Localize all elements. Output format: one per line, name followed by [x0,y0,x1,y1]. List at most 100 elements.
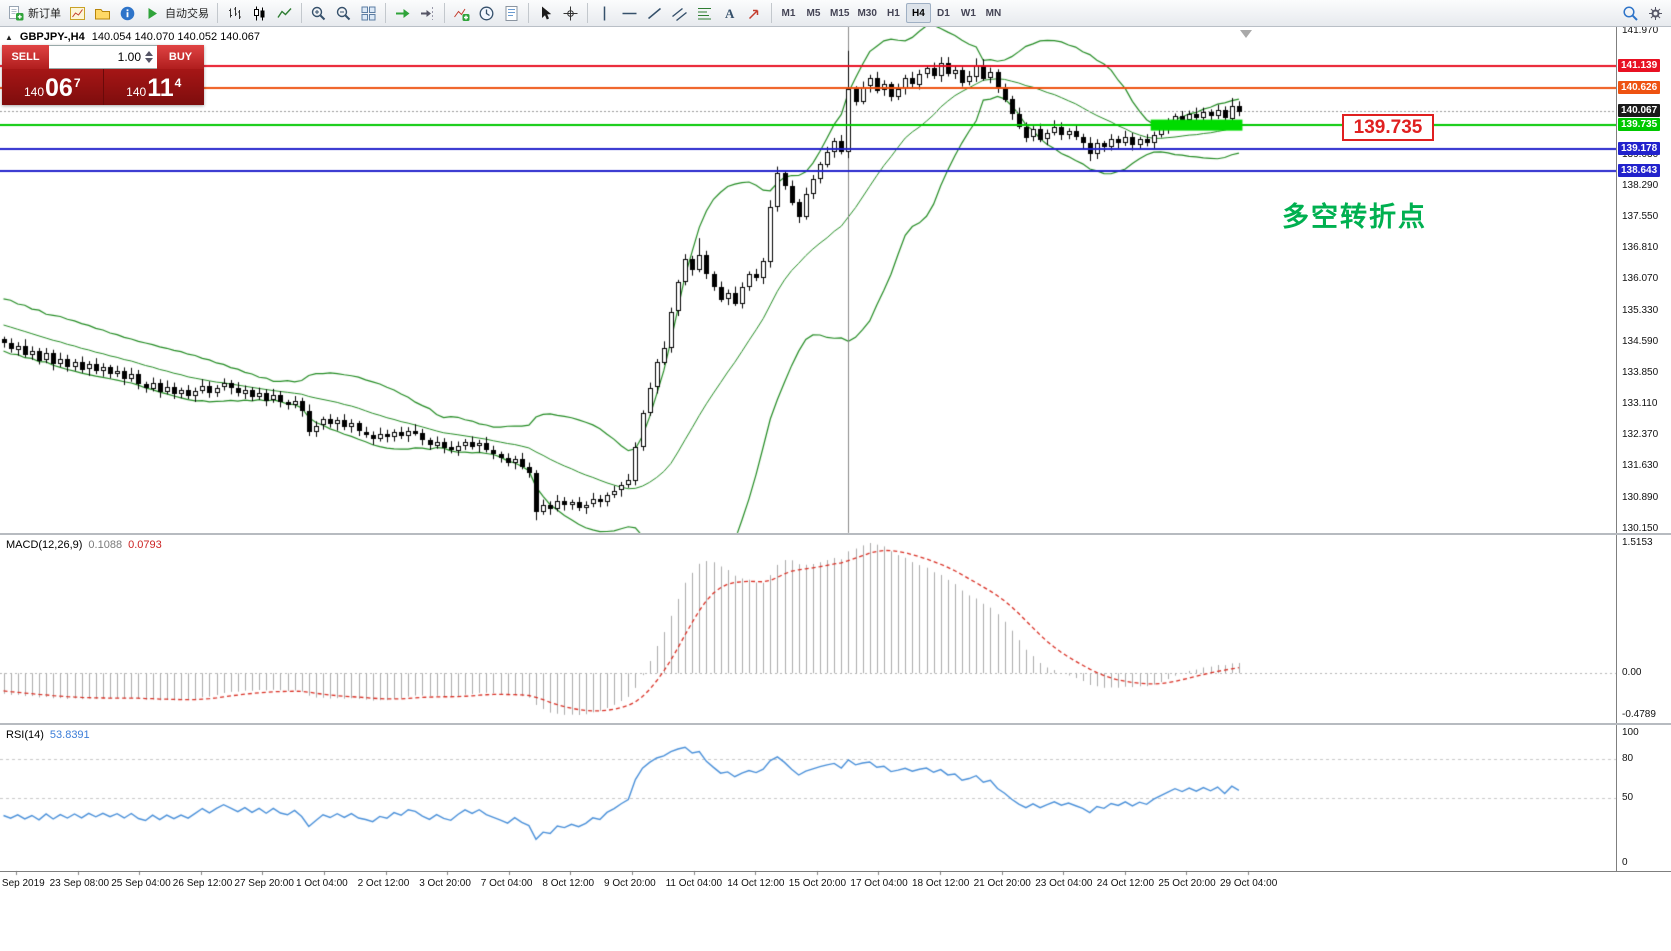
cursor-button[interactable] [533,2,558,24]
rsi-value: 53.8391 [49,729,90,741]
time-tick-label: 15 Oct 20:00 [788,878,847,889]
buy-price-big-figure: 140 [126,85,147,99]
price-tick-label: 136.810 [1622,242,1659,254]
new-chart-button[interactable] [65,2,90,24]
timeframe-button-h4[interactable]: H4 [905,3,931,23]
panel-separator[interactable] [0,533,1671,535]
price-tick-label: 133.850 [1622,366,1659,378]
price-tick-label: 130.150 [1622,522,1659,534]
hline-price-label: 139.735 [1618,118,1661,132]
autotrade-icon [148,7,157,19]
rsi-scale-label: 80 [1622,753,1634,764]
toolbar-separator [385,3,386,23]
bar-chart-button[interactable] [222,2,247,24]
trendline-button[interactable] [642,2,667,24]
chart-shift-icon [421,6,433,20]
timeframe-button-m15[interactable]: M15 [826,3,853,23]
candlestick-icon [254,6,265,20]
price-divider [102,69,104,105]
panel-separator[interactable] [0,723,1671,725]
price-tick-label: 135.330 [1622,304,1659,316]
horizontal-line-icon [622,12,637,14]
tile-windows-button[interactable] [356,2,381,24]
search-button[interactable] [1618,2,1643,24]
price-tick-label: 134.590 [1622,335,1659,347]
price-tick-label: 136.070 [1622,273,1659,285]
auto-scroll-icon [396,8,410,18]
templates-button[interactable] [499,2,524,24]
arrow-tool-button[interactable] [742,2,767,24]
fibonacci-icon [698,7,711,19]
price-scale[interactable]: 141.970139.030138.290137.550136.810136.0… [1616,25,1671,872]
vertical-line-button[interactable] [592,2,617,24]
volume-input[interactable]: 1.00 [49,45,157,69]
crosshair-button[interactable] [558,2,583,24]
new-order-icon [9,5,24,20]
periods-icon [479,6,494,20]
zoom-in-button[interactable] [306,2,331,24]
price-tick-label: 138.290 [1622,179,1659,191]
turning-point-note[interactable]: 多空转折点 [1282,202,1427,232]
channel-button[interactable] [667,2,692,24]
auto-scroll-button[interactable] [390,2,415,24]
chart-surface[interactable] [0,27,1616,879]
timeframe-button-m30[interactable]: M30 [853,3,880,23]
text-tool-button[interactable]: A [717,2,742,24]
time-tick-label: 17 Oct 04:00 [850,878,908,889]
time-tick-label: 21 Oct 20:00 [973,878,1031,889]
autotrade-button[interactable]: 自动交易 [140,2,213,24]
search-icon [1623,5,1638,21]
chart-shift-marker-icon[interactable] [1240,30,1252,38]
data-window-button[interactable] [115,2,140,24]
time-tick-label: 1 Oct 04:00 [296,878,348,889]
time-tick-label: 23 Oct 04:00 [1035,878,1093,889]
trendline-icon [648,7,661,19]
timeframe-button-m1[interactable]: M1 [776,3,801,23]
spinner-down-icon[interactable] [145,58,153,63]
settings-button[interactable] [1643,2,1668,24]
hline-price-label: 141.139 [1618,58,1661,72]
one-click-trading-panel: SELL 1.00 BUY 140 06 7 140 11 4 [2,45,204,105]
timeframe-group: M1 M5 M15 M30 H1 H4 D1 W1 MN [776,3,1006,23]
buy-button[interactable]: BUY [157,45,204,69]
time-tick-label: 25 Oct 20:00 [1158,878,1216,889]
timeframe-button-w1[interactable]: W1 [956,3,981,23]
macd-signal-value: 0.0793 [128,539,162,551]
timeframe-button-mn[interactable]: MN [981,3,1006,23]
buy-price-display[interactable]: 140 11 4 [104,69,205,105]
profiles-icon [95,8,110,19]
trade-panel-toggle-icon[interactable]: ▲ [5,32,13,42]
profiles-button[interactable] [90,2,115,24]
bar-chart-icon [229,6,241,19]
zoom-out-button[interactable] [331,2,356,24]
indicators-button[interactable] [449,2,474,24]
channel-icon [672,7,687,21]
volume-spinner[interactable] [145,51,153,63]
horizontal-line-button[interactable] [617,2,642,24]
price-scale-max-label: 141.970 [1622,25,1659,36]
spinner-up-icon[interactable] [145,51,153,56]
price-tick-label: 131.630 [1622,460,1659,472]
timeframe-button-h1[interactable]: H1 [881,3,906,23]
sell-price-display[interactable]: 140 06 7 [2,69,103,105]
fibonacci-button[interactable] [692,2,717,24]
line-chart-button[interactable] [272,2,297,24]
price-tick-label: 130.890 [1622,491,1659,503]
chart-shift-button[interactable] [415,2,440,24]
new-order-button[interactable]: 新订单 [3,2,65,24]
main-toolbar: 新订单 自动交易 A M1 M5 M15 M30 H1 H4 D1 W1 MN [0,0,1671,27]
symbol-info: ▲ GBPJPY-,H4 140.054 140.070 140.052 140… [5,31,260,43]
candlestick-button[interactable] [247,2,272,24]
time-tick-label: 2 Oct 12:00 [357,878,410,889]
hline-price-label: 140.626 [1618,80,1661,94]
timeframe-button-d1[interactable]: D1 [931,3,956,23]
price-tick-label: 137.550 [1622,211,1659,223]
timeframe-button-m5[interactable]: M5 [801,3,826,23]
new-chart-icon [70,6,85,20]
price-annotation-box[interactable]: 139.735 [1342,114,1434,141]
text-icon: A [725,6,735,21]
periods-button[interactable] [474,2,499,24]
sell-button[interactable]: SELL [2,45,49,69]
time-tick-label: 23 Sep 08:00 [49,878,110,889]
